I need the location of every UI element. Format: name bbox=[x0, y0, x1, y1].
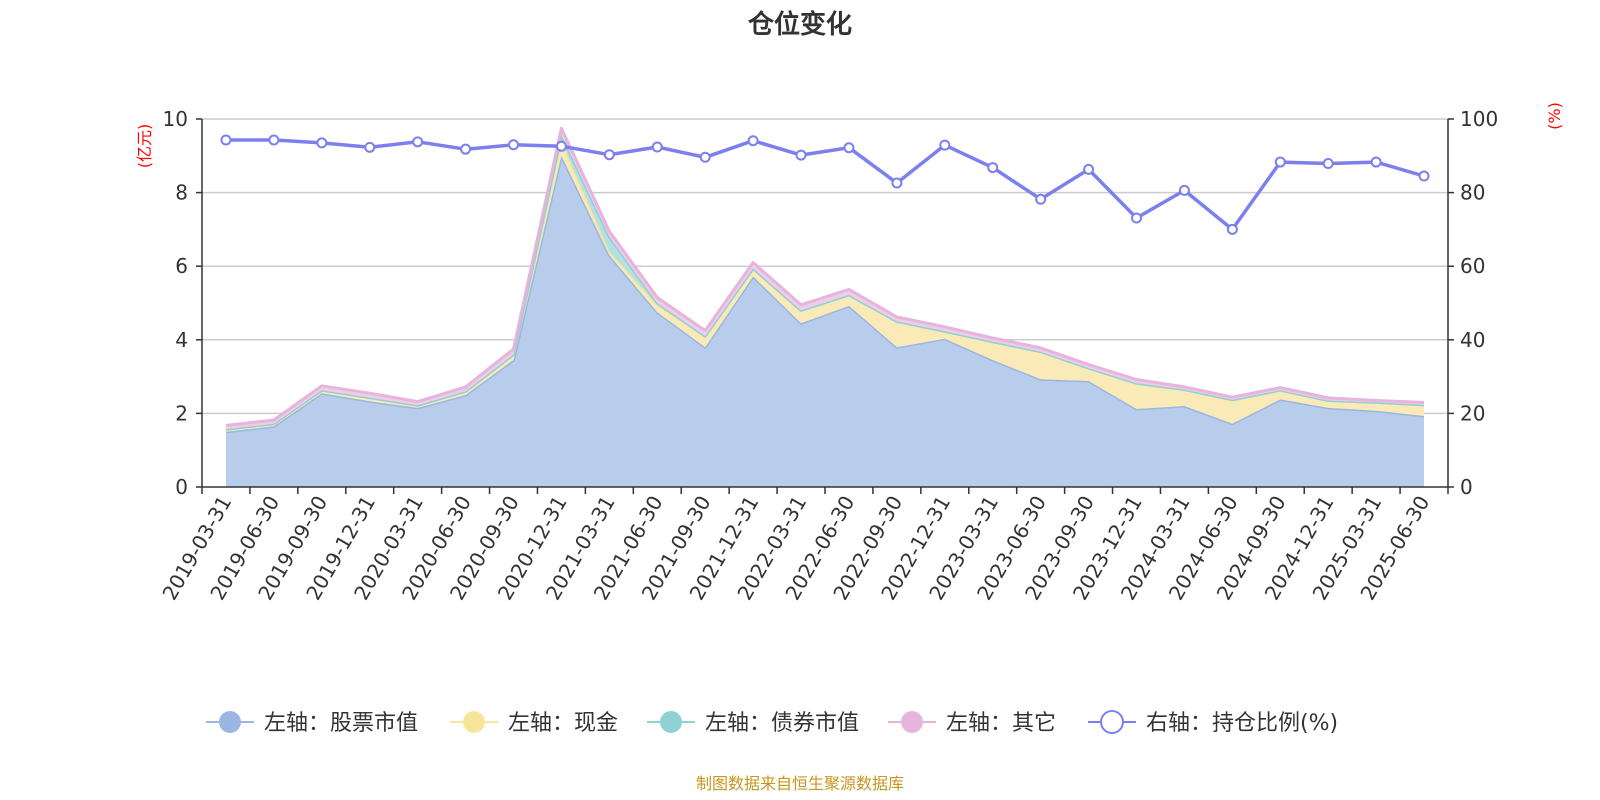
right-axis-unit: (%) bbox=[1545, 102, 1564, 130]
legend-circle-icon bbox=[1100, 710, 1124, 734]
legend-circle-icon bbox=[463, 711, 485, 733]
ratio-point bbox=[795, 149, 807, 161]
left-axis-tick-label: 10 bbox=[163, 107, 188, 131]
area-edge-line bbox=[225, 126, 1425, 427]
legend-label: 左轴：现金 bbox=[508, 711, 618, 736]
left-axis-unit: (亿元) bbox=[135, 124, 154, 169]
stacked-areas bbox=[225, 126, 1425, 488]
area-f7e59b bbox=[226, 141, 1424, 432]
ratio-point bbox=[1274, 156, 1286, 168]
legend-label: 左轴：股票市值 bbox=[264, 711, 418, 736]
chart-title: 仓位变化 bbox=[747, 9, 852, 40]
ratio-point bbox=[1131, 212, 1142, 224]
right-axis-tick-label: 100 bbox=[1460, 107, 1498, 131]
right-axis-tick-label: 20 bbox=[1460, 401, 1485, 425]
left-axis-tick-label: 6 bbox=[175, 254, 188, 278]
ratio-point bbox=[987, 162, 999, 174]
ratio-point bbox=[891, 177, 903, 189]
ratio-point bbox=[699, 151, 711, 163]
area-9bb6e0 bbox=[226, 155, 1424, 488]
ratio-point bbox=[268, 134, 280, 146]
ratio-point bbox=[1322, 158, 1334, 170]
legend: 左轴：股票市值 左轴：现金 左轴：债券市值 左轴：其它 右轴：持仓比例(%) bbox=[206, 710, 1338, 736]
legend-item[interactable]: 左轴：股票市值 bbox=[206, 711, 418, 736]
legend-item[interactable]: 左轴：其它 bbox=[888, 711, 1056, 736]
right-axis-tick-label: 0 bbox=[1460, 475, 1473, 499]
ratio-point bbox=[1418, 170, 1430, 182]
legend-label: 左轴：其它 bbox=[946, 711, 1056, 736]
ratio-point bbox=[412, 136, 424, 148]
ratio-point bbox=[220, 134, 232, 146]
ratio-line bbox=[226, 138, 1425, 232]
left-axis-tick-label: 2 bbox=[175, 401, 188, 425]
legend-item[interactable]: 左轴：债券市值 bbox=[647, 711, 859, 736]
ratio-point bbox=[1083, 163, 1095, 175]
right-axis-tick-label: 80 bbox=[1460, 181, 1485, 205]
right-axis-tick-label: 60 bbox=[1460, 254, 1485, 278]
ratio-point bbox=[460, 143, 472, 155]
ratio-point bbox=[316, 137, 328, 149]
legend-circle-icon bbox=[901, 711, 923, 733]
ratio-point bbox=[603, 149, 615, 161]
legend-circle-icon bbox=[219, 711, 241, 733]
ratio-point bbox=[651, 141, 663, 153]
ratio-point bbox=[1178, 184, 1190, 196]
legend-item[interactable]: 右轴：持仓比例(%) bbox=[1088, 710, 1338, 736]
legend-circle-icon bbox=[660, 711, 682, 733]
ratio-point bbox=[1370, 156, 1382, 168]
ratio-line-layer bbox=[220, 134, 1430, 235]
legend-label: 右轴：持仓比例(%) bbox=[1146, 711, 1338, 736]
ratio-point bbox=[747, 135, 759, 147]
legend-item[interactable]: 左轴：现金 bbox=[450, 711, 618, 736]
left-axis-tick-label: 4 bbox=[175, 328, 188, 352]
ratio-point bbox=[508, 139, 519, 151]
data-source-note: 制图数据来自恒生聚源数据库 bbox=[696, 774, 904, 793]
left-axis-tick-label: 8 bbox=[175, 181, 188, 205]
ratio-point bbox=[843, 142, 855, 154]
ratio-point bbox=[1226, 223, 1238, 235]
left-axis-tick-label: 0 bbox=[175, 475, 188, 499]
ratio-point bbox=[939, 139, 951, 151]
legend-label: 左轴：债券市值 bbox=[705, 711, 859, 736]
ratio-point bbox=[364, 141, 376, 153]
ratio-point bbox=[1035, 193, 1047, 205]
right-axis-tick-label: 40 bbox=[1460, 328, 1485, 352]
ratio-point bbox=[555, 140, 567, 152]
